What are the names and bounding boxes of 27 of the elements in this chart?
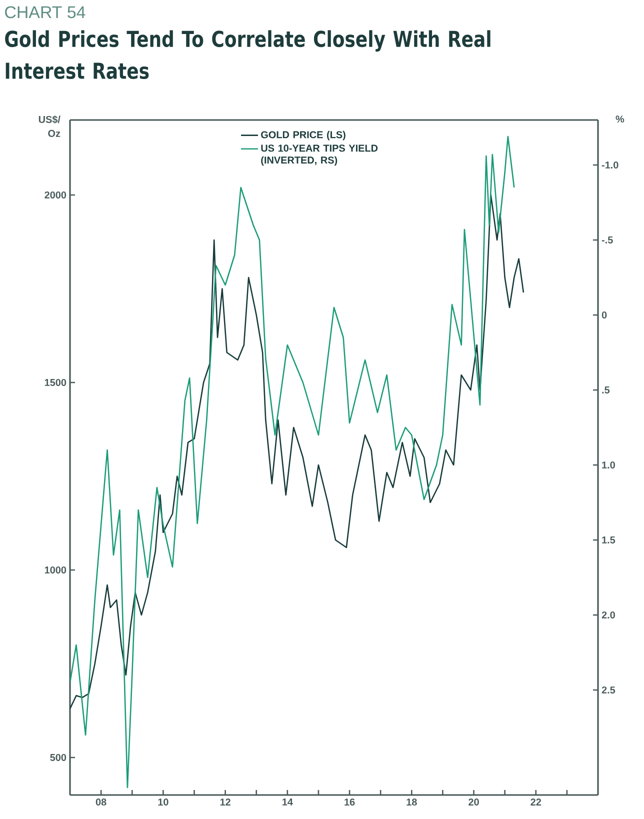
x-tick-label: 22: [530, 798, 542, 806]
y2-tick-label: 1.0: [602, 461, 615, 469]
x-tick-label: 20: [468, 798, 479, 806]
y-tick-label: 2000: [44, 191, 66, 199]
x-tick-label: 14: [282, 798, 293, 806]
y-axis-title: US$/ Oz: [38, 116, 60, 137]
y2-tick-label: -1.0: [602, 161, 618, 169]
y2-tick-label: 0: [602, 311, 607, 319]
legend-label: US 10-YEAR TIPS YIELD (INVERTED, RS): [261, 144, 378, 166]
y-tick-label: 1000: [44, 566, 66, 574]
y2-tick-label: 1.5: [602, 536, 616, 544]
y-tick-label: 1500: [44, 378, 66, 386]
y2-tick-label: .5: [602, 386, 610, 394]
chart-title: CHART 54: [5, 6, 86, 18]
x-tick-label: 12: [220, 798, 230, 806]
y2-axis-title: %: [616, 116, 624, 123]
line-series: [70, 194, 524, 710]
x-tick-label: 18: [406, 798, 417, 806]
y2-tick-label: 2.0: [602, 611, 615, 619]
legend-label: GOLD PRICE (LS): [261, 130, 346, 140]
x-tick-label: 08: [96, 798, 106, 806]
x-tick-label: 10: [158, 798, 168, 806]
y2-tick-label: -.5: [602, 236, 613, 244]
x-tick-label: 16: [344, 798, 355, 806]
chart-subtitle: Gold Prices Tend To Correlate Closely With Real Interest Rates: [5, 30, 490, 80]
y-tick-label: 500: [50, 754, 66, 762]
y2-tick-label: 2.5: [602, 686, 616, 694]
